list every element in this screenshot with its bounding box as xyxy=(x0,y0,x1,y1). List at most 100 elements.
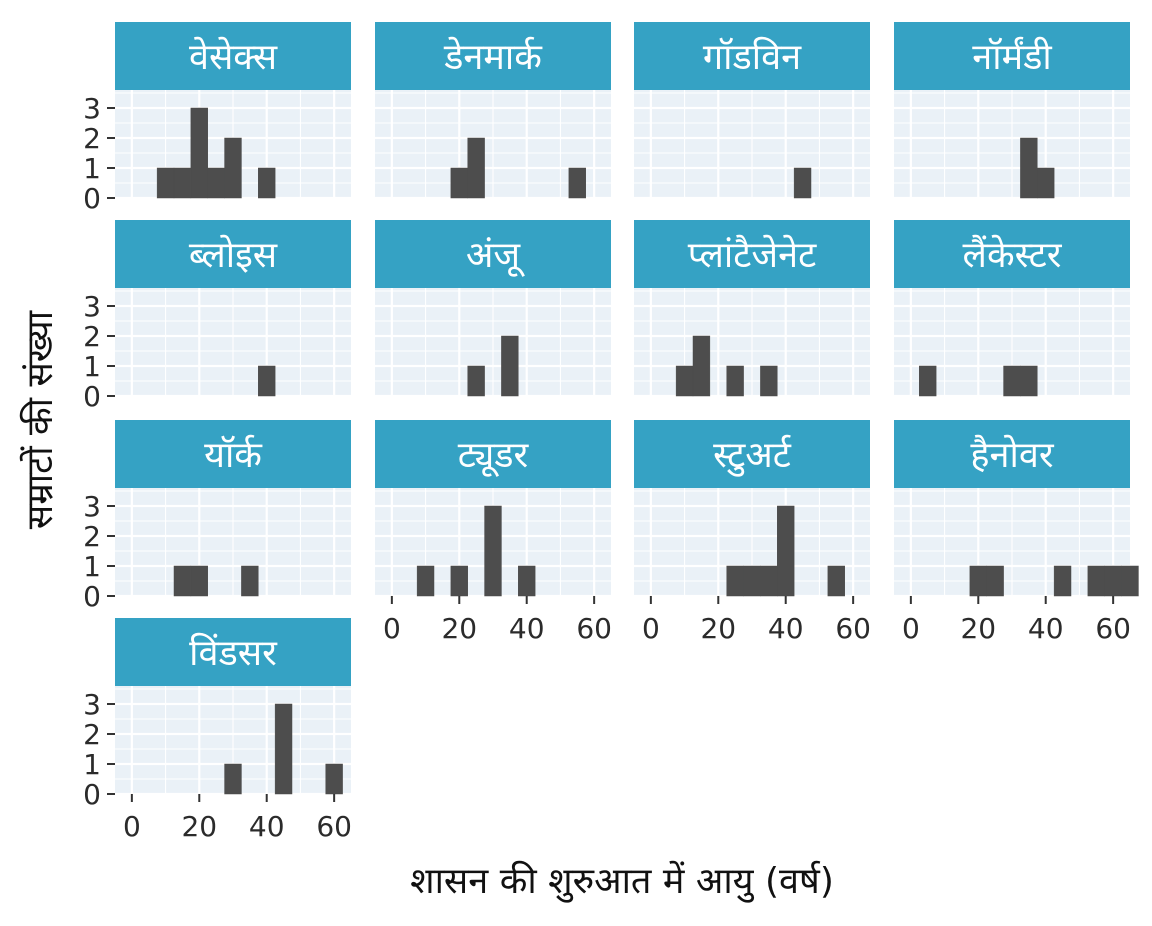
x-tick-label: 20 xyxy=(181,810,217,843)
histogram-bar xyxy=(675,365,694,397)
y-tick-label: 1 xyxy=(83,350,101,383)
facet-panel: नॉर्मंडी xyxy=(894,22,1130,200)
x-tick-label: 40 xyxy=(509,612,545,645)
x-tick-label: 40 xyxy=(1028,612,1064,645)
facet-strip-label: गॉडविन xyxy=(703,36,802,78)
y-axis-title: सम्राटों की संख्या xyxy=(19,310,61,529)
x-axis-title: शासन की शुरुआत में आयु (वर्ष) xyxy=(410,860,834,903)
histogram-bar xyxy=(518,565,536,597)
y-tick-label: 0 xyxy=(83,380,101,413)
histogram-bar xyxy=(1003,365,1021,397)
histogram-bar xyxy=(827,565,845,597)
y-tick-label: 0 xyxy=(83,778,101,811)
facet-strip xyxy=(115,618,351,686)
y-tick-label: 2 xyxy=(83,122,101,155)
histogram-bar xyxy=(969,565,987,597)
histogram-bar xyxy=(450,167,468,199)
histogram-bar xyxy=(760,365,778,397)
histogram-bar xyxy=(501,335,519,397)
facet-strip xyxy=(894,22,1130,90)
facet-strip-label: अंजू xyxy=(466,235,525,277)
y-tick-label: 3 xyxy=(83,490,101,523)
facet-strip xyxy=(115,220,351,288)
x-tick-label: 60 xyxy=(316,810,352,843)
histogram-bar xyxy=(1037,167,1055,199)
histogram-bar xyxy=(1087,565,1105,597)
facet-strip-label: वेसेक्स xyxy=(189,36,278,78)
histogram-bar xyxy=(919,365,937,397)
histogram-bar xyxy=(325,763,343,795)
y-tick-label: 2 xyxy=(83,718,101,751)
x-tick-label: 0 xyxy=(383,612,401,645)
histogram-bar xyxy=(726,365,744,397)
y-tick-label: 2 xyxy=(83,320,101,353)
histogram-bar xyxy=(726,565,744,597)
facet-strip-label: डेनमार्क xyxy=(443,36,543,78)
facet-strip xyxy=(634,220,870,288)
x-tick-label: 20 xyxy=(960,612,996,645)
x-tick-label: 20 xyxy=(700,612,736,645)
histogram-bar xyxy=(258,167,276,199)
facet-panel: हैनोवर 0 20 40 60 xyxy=(894,420,1139,645)
histogram-bar xyxy=(173,565,192,597)
facet-strip xyxy=(115,420,351,488)
histogram-bar xyxy=(743,565,761,597)
facet-strip-label: स्टुअर्ट xyxy=(713,434,792,477)
histogram-bar xyxy=(1104,565,1122,597)
y-tick-label: 1 xyxy=(83,748,101,781)
facet-panel: प्लांटैजेनेट xyxy=(634,220,870,398)
x-tick-label: 0 xyxy=(123,810,141,843)
histogram-bar xyxy=(224,137,242,199)
facet-strip-label: यॉर्क xyxy=(204,434,263,476)
x-tick-label: 0 xyxy=(902,612,920,645)
y-tick-label: 0 xyxy=(83,580,101,613)
y-tick-label: 3 xyxy=(83,290,101,323)
facet-strip xyxy=(375,22,611,90)
histogram-bar xyxy=(224,763,242,795)
histogram-bar xyxy=(793,167,812,199)
x-tick-label: 60 xyxy=(576,612,612,645)
histogram-bar xyxy=(156,167,175,199)
facet-strip xyxy=(894,420,1130,488)
y-tick-label: 3 xyxy=(83,688,101,721)
histogram-bar xyxy=(190,107,208,199)
histogram-bar xyxy=(986,565,1004,597)
facet-strip-label: नॉर्मंडी xyxy=(972,36,1052,78)
histogram-bar xyxy=(258,365,276,397)
facet-strip-label: प्लांटैजेनेट xyxy=(688,234,817,276)
histogram-bar xyxy=(416,565,435,597)
facet-panel: अंजू xyxy=(375,220,611,398)
facet-strip-label: विंडसर xyxy=(189,632,278,674)
x-tick-label: 20 xyxy=(441,612,477,645)
histogram-bar xyxy=(1020,365,1038,397)
facet-strip-label: ब्लोइस xyxy=(189,234,278,276)
facet-panel: डेनमार्क xyxy=(375,22,611,200)
facet-strip-label: हैनोवर xyxy=(970,434,1054,476)
facet-strip xyxy=(375,420,611,488)
histogram-bar xyxy=(173,167,192,199)
histogram-bar xyxy=(274,703,293,795)
facet-strip xyxy=(634,420,870,488)
histogram-bar xyxy=(568,167,586,199)
facet-strip xyxy=(634,22,870,90)
histogram-bar xyxy=(207,167,225,199)
histogram-bar xyxy=(777,505,795,597)
y-tick-label: 3 xyxy=(83,92,101,125)
histogram-bar xyxy=(241,565,259,597)
histogram-bar xyxy=(760,565,778,597)
facet-strip-label: ट्यूडर xyxy=(458,435,530,477)
histogram-bar xyxy=(467,137,485,199)
facet-panel: ट्यूडर 0 20 40 60 xyxy=(375,420,612,645)
x-tick-label: 40 xyxy=(768,612,804,645)
facet-panel: स्टुअर्ट 0 20 40 60 xyxy=(634,420,871,645)
x-tick-label: 60 xyxy=(1095,612,1131,645)
facet-panel: गॉडविन xyxy=(634,22,870,200)
facet-strip xyxy=(894,220,1130,288)
